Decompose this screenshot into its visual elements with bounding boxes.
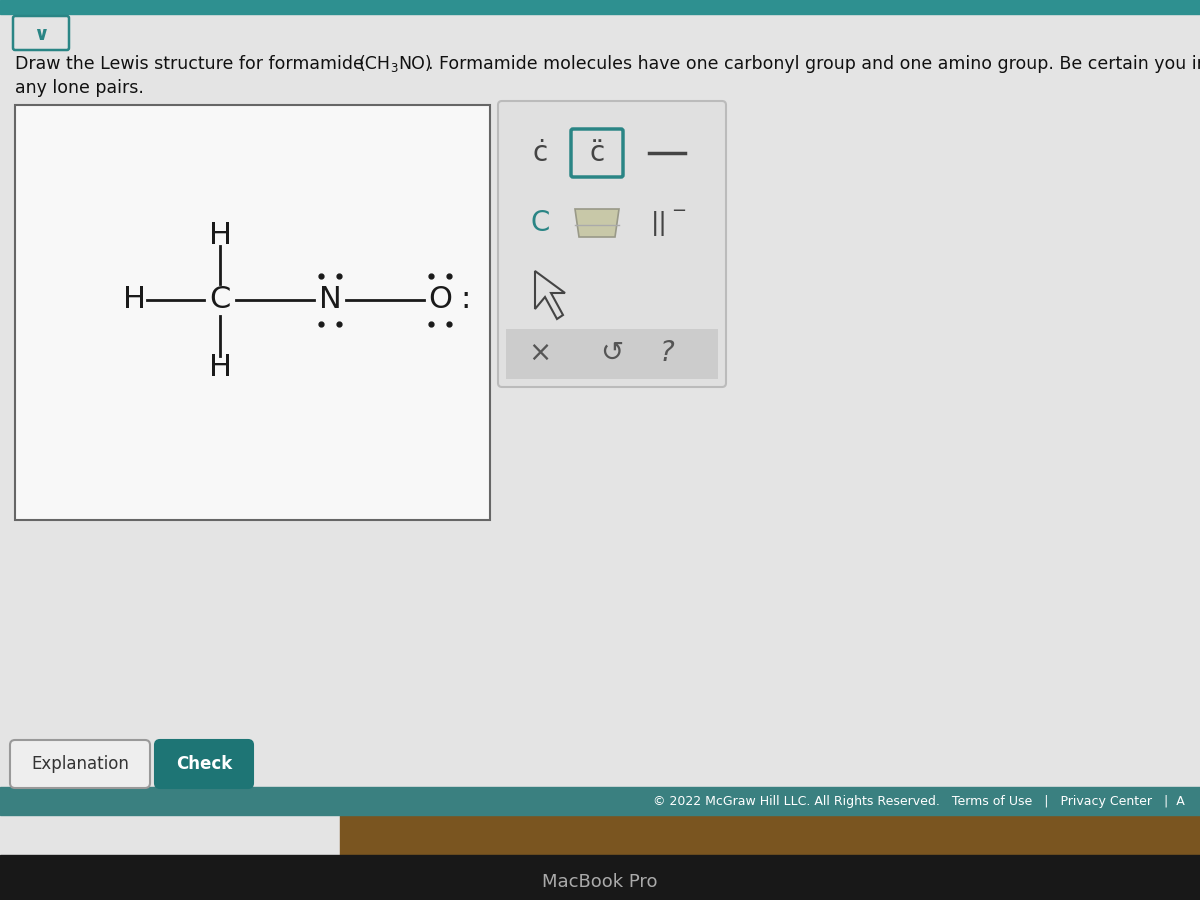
Text: . Formamide molecules have one carbonyl group and one amino group. Be certain yo: . Formamide molecules have one carbonyl … — [428, 55, 1200, 73]
Text: C: C — [530, 209, 550, 237]
Text: −: − — [672, 202, 686, 220]
Text: ×: × — [528, 339, 552, 367]
Polygon shape — [535, 271, 565, 319]
Bar — [14, 105, 490, 520]
Text: O: O — [428, 285, 452, 314]
Text: N: N — [319, 285, 341, 314]
Polygon shape — [575, 209, 619, 237]
FancyBboxPatch shape — [155, 740, 253, 788]
FancyBboxPatch shape — [571, 129, 623, 177]
Text: :: : — [460, 285, 470, 314]
Text: MacBook Pro: MacBook Pro — [542, 873, 658, 891]
Text: ?: ? — [660, 339, 674, 367]
Bar — [506, 329, 718, 379]
Text: (CH: (CH — [358, 55, 390, 73]
Text: H: H — [209, 220, 232, 249]
Text: NO): NO) — [398, 55, 432, 73]
Text: Check: Check — [176, 755, 232, 773]
Text: ċ: ċ — [533, 139, 547, 167]
Text: ↺: ↺ — [600, 339, 624, 367]
Text: H: H — [209, 354, 232, 382]
Text: c̈: c̈ — [589, 139, 605, 167]
Text: Draw the Lewis structure for formamide: Draw the Lewis structure for formamide — [14, 55, 370, 73]
Text: C: C — [209, 285, 230, 314]
Text: ||: || — [650, 211, 667, 236]
Bar — [0, 855, 1200, 900]
FancyBboxPatch shape — [10, 740, 150, 788]
Text: 3: 3 — [390, 62, 397, 76]
Text: H: H — [124, 285, 146, 314]
Text: any lone pairs.: any lone pairs. — [14, 79, 144, 97]
Bar — [0, 0, 1200, 14]
Bar — [340, 815, 1200, 867]
Text: ∨: ∨ — [34, 25, 49, 44]
Text: © 2022 McGraw Hill LLC. All Rights Reserved.   Terms of Use   |   Privacy Center: © 2022 McGraw Hill LLC. All Rights Reser… — [653, 795, 1186, 807]
Bar — [0, 787, 1200, 815]
FancyBboxPatch shape — [498, 101, 726, 387]
FancyBboxPatch shape — [13, 16, 70, 50]
Text: Explanation: Explanation — [31, 755, 128, 773]
